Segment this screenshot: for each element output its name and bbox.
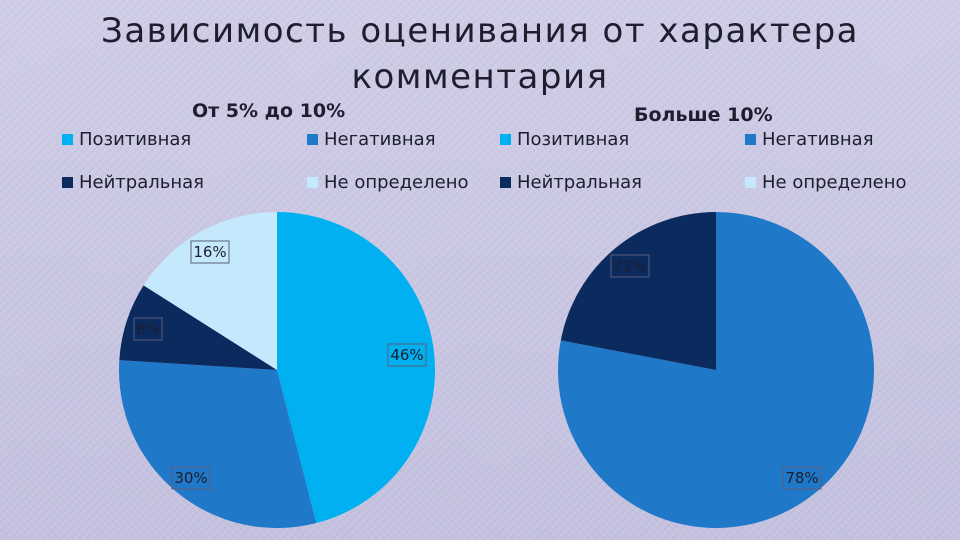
- legend-label: Не определено: [324, 172, 469, 193]
- legend-label: Нейтральная: [79, 172, 204, 193]
- legend-right-undefined: Не определено: [745, 172, 907, 193]
- legend-swatch: [500, 177, 511, 188]
- legend-swatch: [307, 134, 318, 145]
- legend-right-positive: Позитивная: [500, 129, 629, 150]
- pie-data-label-box: [171, 466, 211, 490]
- legend-right-neutral: Нейтральная: [500, 172, 642, 193]
- legend-swatch: [62, 177, 73, 188]
- legend-left-negative: Негативная: [307, 129, 436, 150]
- legend-swatch: [307, 177, 318, 188]
- pie-data-label: 78%: [785, 469, 818, 487]
- chart-title-right: Больше 10%: [634, 104, 773, 126]
- legend-swatch: [745, 177, 756, 188]
- pie-data-label-box: [133, 317, 163, 341]
- legend-swatch: [745, 134, 756, 145]
- legend-label: Негативная: [762, 129, 874, 150]
- pie-data-label-box: [610, 254, 650, 278]
- legend-label: Позитивная: [517, 129, 630, 150]
- pie-data-label: 30%: [174, 469, 207, 487]
- slide-title: Зависимость оценивания от характера комм…: [60, 8, 900, 100]
- legend-label: Негативная: [324, 129, 436, 150]
- pie-slice-undefined: [143, 212, 277, 370]
- legend-left-undefined: Не определено: [307, 172, 469, 193]
- pie-chart-left: 46% 30% 8% 16%: [118, 212, 436, 529]
- slide-title-line-1: Зависимость оценивания от характера: [101, 11, 859, 51]
- pie-slice-negative: [558, 212, 875, 528]
- pie-data-label: 46%: [390, 346, 423, 364]
- pie-slice-negative: [118, 360, 317, 529]
- legend-label: Не определено: [762, 172, 907, 193]
- pie-chart-right: 78% 22%: [558, 212, 875, 528]
- pie-data-label: 22%: [613, 257, 646, 275]
- legend-label: Позитивная: [79, 129, 192, 150]
- pie-slice-positive: [277, 212, 436, 524]
- legend-swatch: [500, 134, 511, 145]
- pie-data-label-box: [190, 240, 230, 264]
- pie-data-label-box: [782, 466, 822, 490]
- legend-left-positive: Позитивная: [62, 129, 191, 150]
- pie-slice-neutral: [560, 212, 716, 370]
- legend-left-neutral: Нейтральная: [62, 172, 204, 193]
- pie-data-label: 8%: [136, 320, 160, 338]
- pie-data-label-box: [387, 343, 427, 367]
- legend-right-negative: Негативная: [745, 129, 874, 150]
- legend-label: Нейтральная: [517, 172, 642, 193]
- pie-data-label: 16%: [193, 243, 226, 261]
- legend-swatch: [62, 134, 73, 145]
- pie-slice-neutral: [119, 285, 277, 370]
- slide-title-line-2: комментария: [351, 57, 609, 97]
- chart-title-left: От 5% до 10%: [192, 100, 346, 122]
